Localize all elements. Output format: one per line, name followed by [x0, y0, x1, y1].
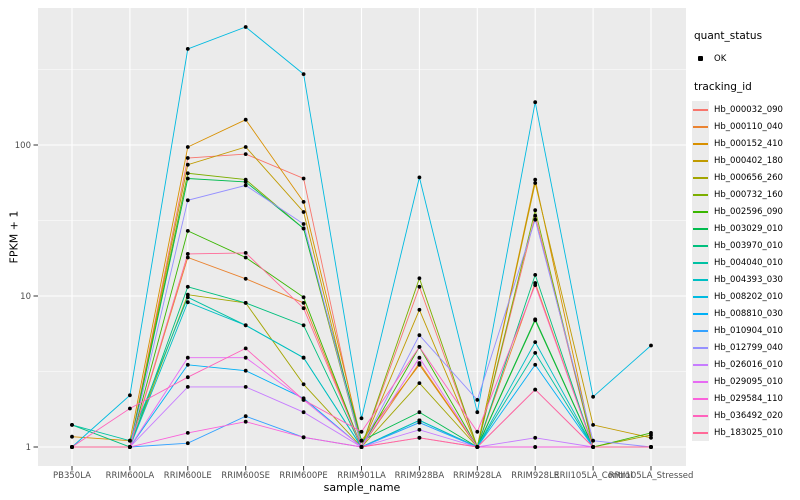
legend-entry-Hb_012799_040: Hb_012799_040 [692, 339, 798, 356]
legend-entry-label: Hb_000732_160 [714, 189, 783, 200]
legend-entry-Hb_036492_020: Hb_036492_020 [692, 407, 798, 424]
x-axis-title: sample_name [323, 481, 401, 494]
legend-tracking-id: tracking_id Hb_000032_090 Hb_000110_040 Hb… [692, 81, 798, 441]
line-color-key-icon [692, 424, 709, 441]
line-color-key-icon [692, 407, 709, 424]
line-color-key-icon [692, 237, 709, 254]
x-tick-label: RRIM600PE [279, 471, 327, 481]
line-color-key-icon [692, 169, 709, 186]
x-tick-label: RRIM928LA [453, 471, 502, 481]
line-color-key-icon [692, 203, 709, 220]
legend-entry-label: Hb_000032_090 [714, 104, 783, 115]
legend-entry-Hb_183025_010: Hb_183025_010 [692, 424, 798, 441]
x-tick-label: PB350LA [53, 471, 91, 481]
black-point-key-icon [692, 50, 709, 67]
line-color-key-icon [692, 118, 709, 135]
x-tick-label: RRIM600SE [221, 471, 270, 481]
legend-entry-ok: OK [692, 50, 798, 67]
legend-entry-label: Hb_008810_030 [714, 308, 783, 319]
gridlines [38, 8, 686, 466]
legend-entry-label: Hb_012799_040 [714, 342, 783, 353]
legend: quant_status OK tracking_id Hb_000032_09… [692, 30, 798, 455]
legend-entry-label: Hb_000110_040 [714, 121, 783, 132]
legend-entry-label: Hb_029095_010 [714, 376, 783, 387]
legend-entry-label: Hb_003029_010 [714, 223, 783, 234]
line-color-key-icon [692, 288, 709, 305]
legend-entry-Hb_000402_180: Hb_000402_180 [692, 152, 798, 169]
legend-entry-Hb_029095_010: Hb_029095_010 [692, 373, 798, 390]
legend-entry-Hb_002596_090: Hb_002596_090 [692, 203, 798, 220]
line-color-key-icon [692, 254, 709, 271]
x-tick-label: RRIM600LA [106, 471, 155, 481]
legend-entry-label: Hb_183025_010 [714, 427, 783, 438]
legend-entry-label: Hb_008202_010 [714, 291, 783, 302]
y-axis-title: FPKM + 1 [7, 210, 21, 264]
legend-entry-label: Hb_000152_410 [714, 138, 783, 149]
legend-entry-Hb_000656_260: Hb_000656_260 [692, 169, 798, 186]
x-tick-label: RRIM600LE [164, 471, 212, 481]
line-color-key-icon [692, 305, 709, 322]
legend-entry-label: Hb_000656_260 [714, 172, 783, 183]
legend-quant-status: quant_status OK [692, 30, 798, 67]
x-tick-label: RRIM901LA [337, 471, 386, 481]
legend-entry-Hb_008202_010: Hb_008202_010 [692, 288, 798, 305]
y-tick-label: 10 [20, 292, 31, 302]
y-tick-label: 1 [26, 443, 31, 453]
legend-entry-label: Hb_036492_020 [714, 410, 783, 421]
data-points [70, 25, 653, 449]
x-tick-label: RRII105LA_Control [554, 471, 633, 481]
line-color-key-icon [692, 356, 709, 373]
legend-entry-label: Hb_002596_090 [714, 206, 783, 217]
line-color-key-icon [692, 373, 709, 390]
legend-entry-label: Hb_003970_010 [714, 240, 783, 251]
axes: 1 10 100 PB350LA RRIM600LA RRIM600LE RRIM600SE… [15, 141, 694, 481]
legend-entry-label: Hb_026016_010 [714, 359, 783, 370]
legend-entry-list: Hb_000032_090 Hb_000110_040 Hb_000152_410 H… [692, 101, 798, 441]
line-color-key-icon [692, 101, 709, 118]
legend-entry-Hb_029584_110: Hb_029584_110 [692, 390, 798, 407]
legend-title-quant-status: quant_status [694, 30, 763, 42]
legend-entry-Hb_004393_030: Hb_004393_030 [692, 271, 798, 288]
legend-entry-Hb_026016_010: Hb_026016_010 [692, 356, 798, 373]
x-tick-label: RRIM928BA [395, 471, 445, 481]
line-color-key-icon [692, 152, 709, 169]
x-tick-label: RRII105LA_Stressed [609, 471, 694, 481]
legend-entry-label: Hb_010904_010 [714, 325, 783, 336]
legend-entry-Hb_003029_010: Hb_003029_010 [692, 220, 798, 237]
line-color-key-icon [692, 322, 709, 339]
line-color-key-icon [692, 390, 709, 407]
legend-entry-label: Hb_004040_010 [714, 257, 783, 268]
line-color-key-icon [692, 220, 709, 237]
legend-entry-label: OK [714, 53, 727, 64]
legend-entry-Hb_000032_090: Hb_000032_090 [692, 101, 798, 118]
legend-entry-Hb_003970_010: Hb_003970_010 [692, 237, 798, 254]
legend-entry-Hb_000152_410: Hb_000152_410 [692, 135, 798, 152]
legend-title-tracking-id: tracking_id [694, 81, 752, 93]
line-color-key-icon [692, 186, 709, 203]
legend-entry-Hb_000732_160: Hb_000732_160 [692, 186, 798, 203]
legend-entry-label: Hb_000402_180 [714, 155, 783, 166]
x-tick-label: RRIM928LE [511, 471, 559, 481]
legend-entry-Hb_008810_030: Hb_008810_030 [692, 305, 798, 322]
line-color-key-icon [692, 339, 709, 356]
legend-entry-label: Hb_004393_030 [714, 274, 783, 285]
y-tick-label: 100 [15, 141, 31, 151]
legend-entry-Hb_000110_040: Hb_000110_040 [692, 118, 798, 135]
line-color-key-icon [692, 135, 709, 152]
legend-entry-Hb_010904_010: Hb_010904_010 [692, 322, 798, 339]
line-color-key-icon [692, 271, 709, 288]
legend-entry-Hb_004040_010: Hb_004040_010 [692, 254, 798, 271]
legend-entry-label: Hb_029584_110 [714, 393, 783, 404]
